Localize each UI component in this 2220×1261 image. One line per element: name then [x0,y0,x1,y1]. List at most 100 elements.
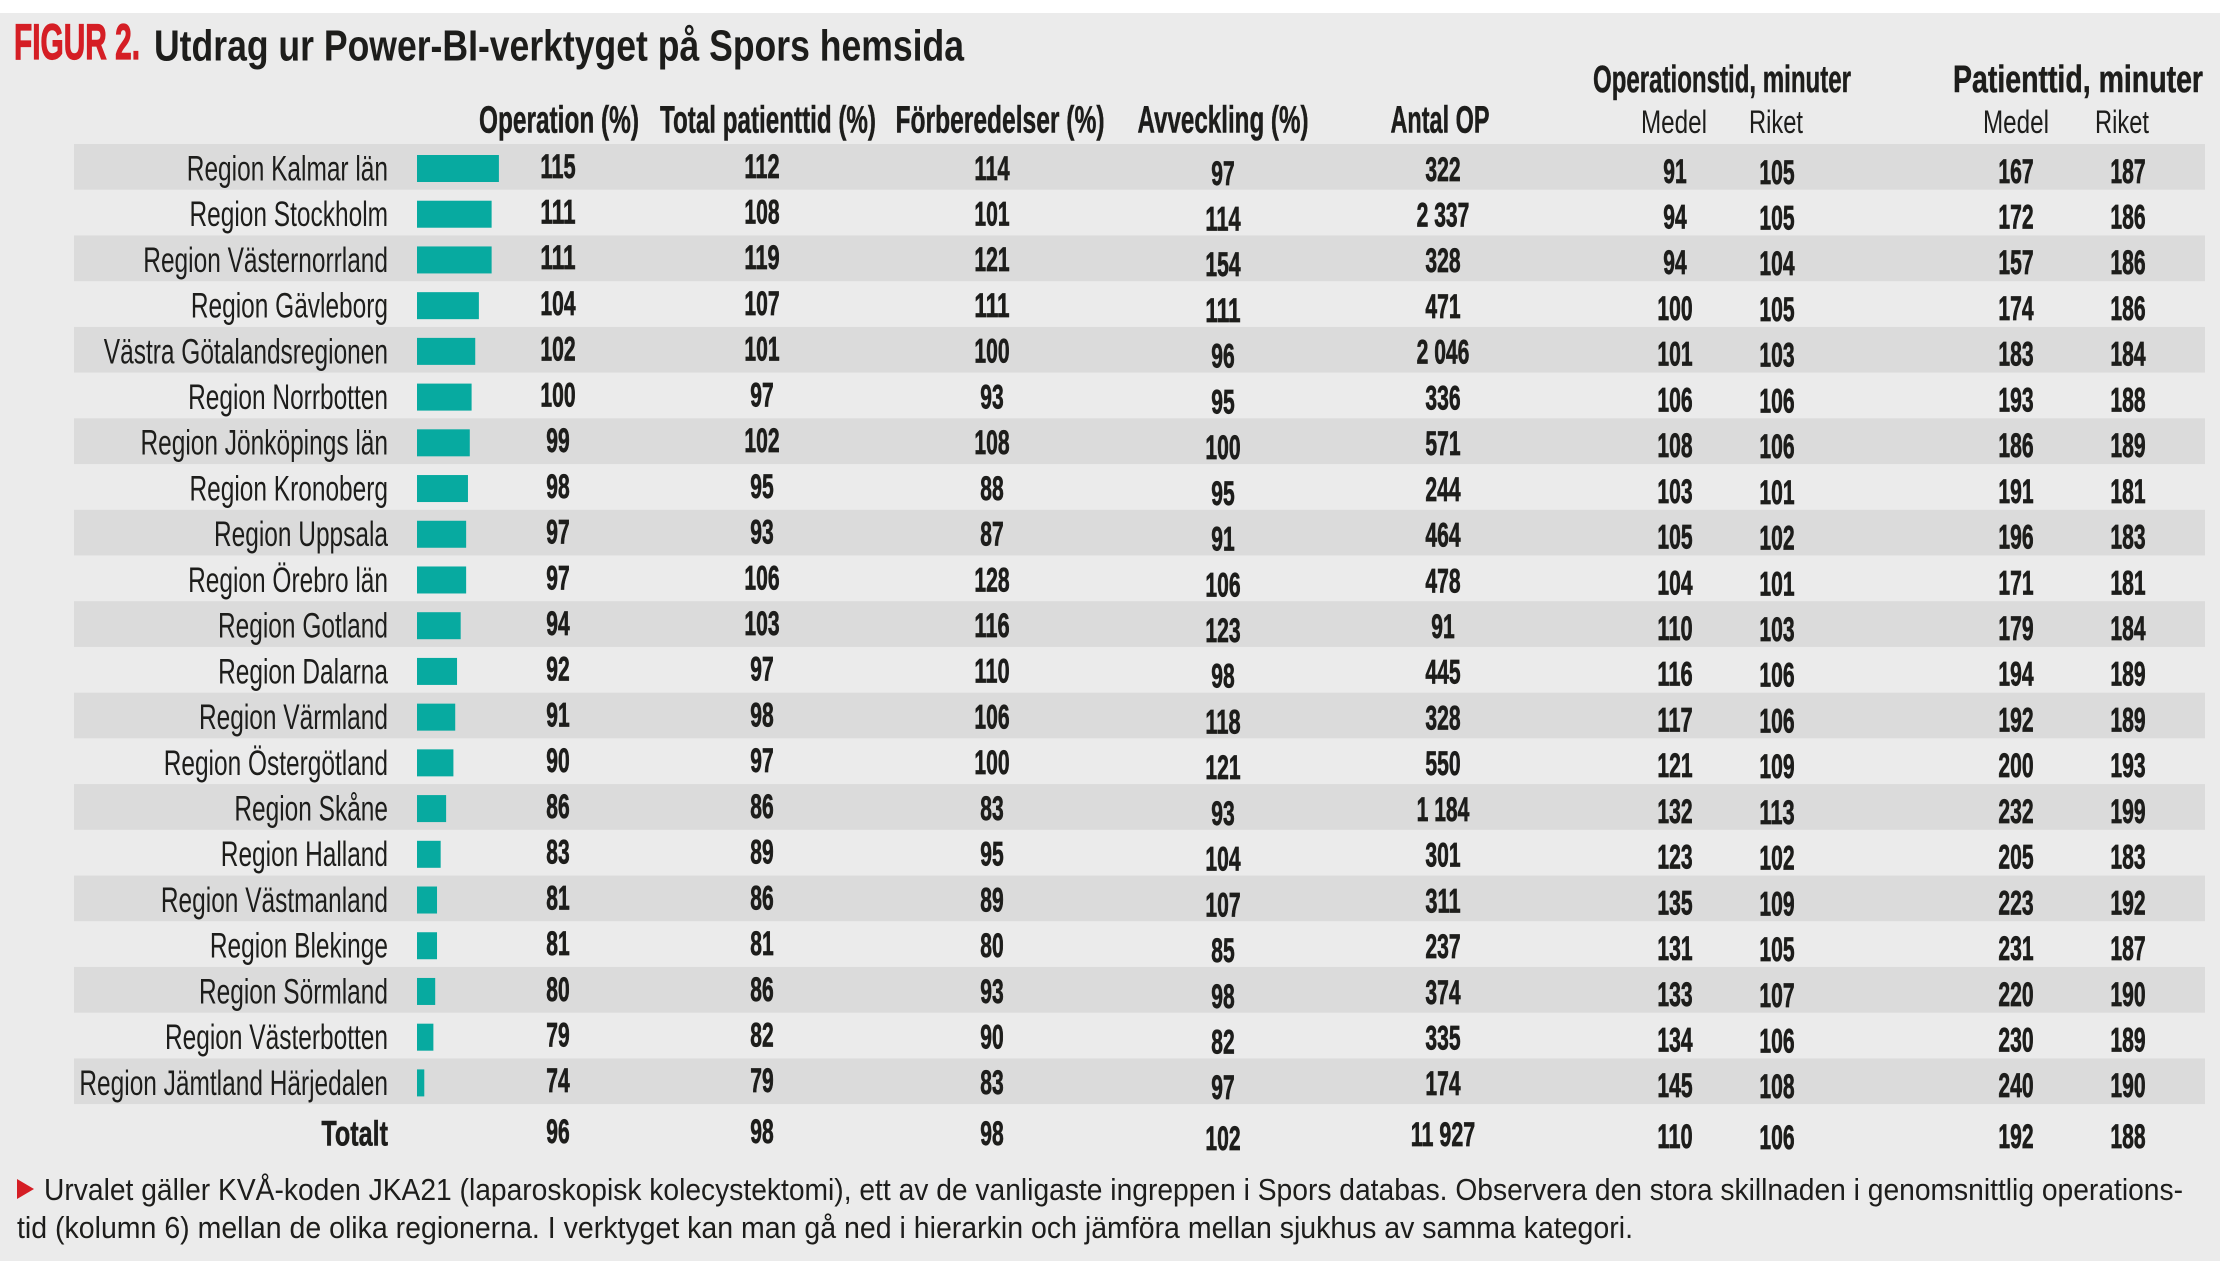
svg-text:Region Örebro län: Region Örebro län [188,560,388,600]
svg-text:189: 189 [2110,701,2145,739]
svg-text:101: 101 [974,196,1009,234]
svg-text:105: 105 [1759,931,1794,969]
svg-text:131: 131 [1657,930,1692,968]
svg-text:240: 240 [1998,1067,2033,1105]
svg-text:97: 97 [1211,155,1234,193]
svg-text:116: 116 [1657,656,1692,694]
svg-text:336: 336 [1425,379,1460,417]
svg-text:100: 100 [974,744,1009,782]
svg-text:90: 90 [980,1019,1003,1057]
svg-text:121: 121 [974,241,1009,279]
svg-text:106: 106 [1759,1023,1794,1061]
svg-text:232: 232 [1998,793,2033,831]
svg-text:11 927: 11 927 [1411,1116,1476,1154]
svg-text:Riket: Riket [1749,104,1803,140]
svg-text:106: 106 [1759,657,1794,695]
svg-text:Region Sörmland: Region Sörmland [199,971,388,1011]
svg-text:478: 478 [1425,562,1460,600]
svg-text:322: 322 [1425,151,1460,189]
svg-text:106: 106 [974,698,1009,736]
svg-text:93: 93 [980,973,1003,1011]
svg-text:183: 183 [2110,839,2145,877]
svg-text:114: 114 [1205,201,1240,239]
svg-text:205: 205 [1998,839,2033,877]
svg-text:91: 91 [546,696,569,734]
svg-text:445: 445 [1425,654,1460,692]
svg-text:102: 102 [744,422,779,460]
svg-text:Region Västernorrland: Region Västernorrland [143,240,388,280]
svg-text:311: 311 [1425,882,1460,920]
svg-text:116: 116 [974,607,1009,645]
svg-text:174: 174 [1998,290,2033,328]
svg-text:83: 83 [980,790,1003,828]
svg-text:87: 87 [980,516,1003,554]
svg-text:230: 230 [1998,1022,2033,1060]
svg-text:103: 103 [1759,611,1794,649]
svg-text:86: 86 [546,788,569,826]
svg-text:82: 82 [750,1017,773,1055]
svg-text:181: 181 [2110,564,2145,602]
svg-text:171: 171 [1998,564,2033,602]
svg-text:117: 117 [1657,701,1692,739]
svg-text:98: 98 [1211,658,1234,696]
svg-text:94: 94 [1663,199,1686,237]
svg-text:Region Norrbotten: Region Norrbotten [188,377,388,417]
svg-text:231: 231 [1998,930,2033,968]
svg-text:190: 190 [2110,1067,2145,1105]
svg-text:184: 184 [2110,610,2145,648]
svg-text:1 184: 1 184 [1417,791,1470,829]
svg-text:108: 108 [1657,427,1692,465]
svg-text:Region Uppsala: Region Uppsala [214,514,388,554]
svg-text:107: 107 [1759,977,1794,1015]
svg-text:97: 97 [1211,1069,1234,1107]
svg-text:179: 179 [1998,610,2033,648]
svg-text:244: 244 [1425,471,1460,509]
svg-text:101: 101 [1759,474,1794,512]
svg-text:237: 237 [1425,928,1460,966]
svg-text:93: 93 [1211,795,1234,833]
svg-text:Region Blekinge: Region Blekinge [210,926,388,966]
svg-text:Avveckling (%): Avveckling (%) [1138,100,1309,142]
svg-text:110: 110 [1657,1118,1692,1156]
svg-text:94: 94 [1663,244,1686,282]
svg-text:220: 220 [1998,976,2033,1014]
svg-text:101: 101 [744,331,779,369]
svg-text:223: 223 [1998,884,2033,922]
svg-text:89: 89 [980,881,1003,919]
svg-text:Region Västmanland: Region Västmanland [161,880,388,920]
svg-text:95: 95 [750,468,773,506]
svg-text:188: 188 [2110,381,2145,419]
svg-text:98: 98 [750,696,773,734]
svg-text:104: 104 [1657,564,1692,602]
svg-text:189: 189 [2110,656,2145,694]
svg-text:Förberedelser (%): Förberedelser (%) [896,100,1105,142]
svg-text:464: 464 [1425,517,1460,555]
svg-text:2 046: 2 046 [1417,334,1470,372]
svg-text:107: 107 [744,285,779,323]
svg-text:74: 74 [546,1062,569,1100]
svg-text:471: 471 [1425,288,1460,326]
svg-text:106: 106 [1759,702,1794,740]
svg-text:111: 111 [540,239,575,277]
svg-text:186: 186 [2110,199,2145,237]
svg-text:85: 85 [1211,932,1234,970]
svg-text:102: 102 [1759,520,1794,558]
svg-text:111: 111 [1205,292,1240,330]
svg-text:192: 192 [2110,884,2145,922]
svg-text:328: 328 [1425,699,1460,737]
svg-text:96: 96 [1211,338,1234,376]
svg-text:104: 104 [1205,841,1240,879]
svg-text:Region Stockholm: Region Stockholm [190,194,389,234]
svg-text:194: 194 [1998,656,2033,694]
svg-text:183: 183 [1998,336,2033,374]
svg-text:111: 111 [540,194,575,232]
svg-text:Operation (%): Operation (%) [479,100,639,142]
svg-text:86: 86 [750,879,773,917]
svg-text:121: 121 [1657,747,1692,785]
svg-text:115: 115 [540,148,575,186]
svg-text:335: 335 [1425,1020,1460,1058]
svg-text:106: 106 [744,559,779,597]
svg-text:97: 97 [546,559,569,597]
svg-text:110: 110 [1657,610,1692,648]
svg-text:192: 192 [1998,701,2033,739]
